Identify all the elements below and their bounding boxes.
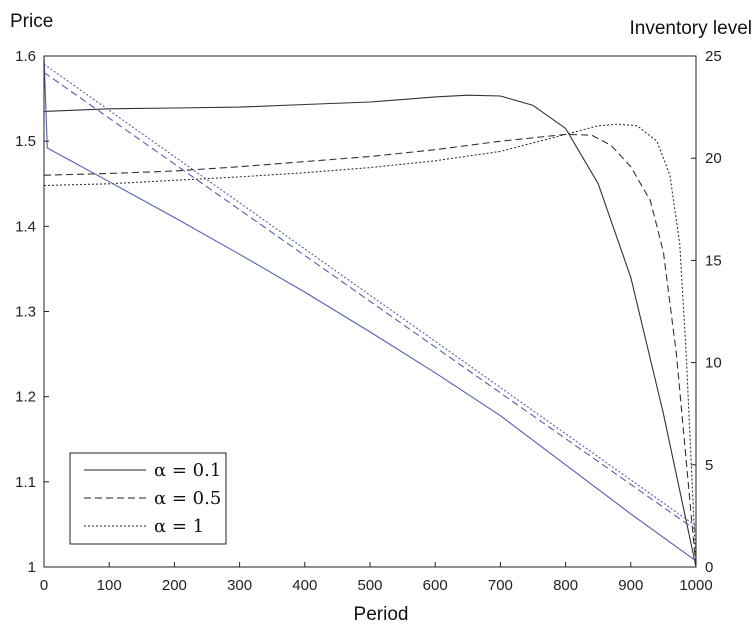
x-tick-label: 0	[40, 577, 48, 594]
price-line-2	[43, 133, 697, 568]
x-tick-label: 100	[97, 577, 122, 594]
legend-label-3: α = 1	[154, 516, 204, 537]
y-right-axis-title: Inventory level	[629, 18, 752, 39]
y-left-tick-label: 1.1	[15, 474, 36, 491]
x-axis-title: Period	[354, 604, 409, 625]
y-left-tick-label: 1.4	[15, 218, 36, 235]
x-tick-label: 800	[553, 577, 578, 594]
y-left-tick-label: 1.5	[15, 133, 36, 150]
price-line-3	[43, 123, 697, 568]
x-tick-label: 1000	[679, 577, 712, 594]
x-tick-label: 600	[423, 577, 448, 594]
x-tick-label: 700	[488, 577, 513, 594]
plot-area	[43, 55, 697, 568]
y-right-tick-label: 5	[705, 457, 713, 474]
y-right-tick-label: 20	[705, 150, 722, 167]
legend: α = 0.1 α = 0.5 α = 1	[69, 452, 227, 545]
x-tick-label: 500	[357, 577, 382, 594]
y-left-tick-label: 1	[28, 559, 36, 576]
legend-label-1: α = 0.1	[154, 460, 221, 481]
inventory-line-1	[43, 55, 697, 562]
y-left-tick-label: 1.3	[15, 304, 36, 321]
y-right-tick-label: 10	[705, 355, 722, 372]
inventory-line-2	[43, 71, 697, 531]
x-tick-label: 400	[292, 577, 317, 594]
axes: 0 100 200 300 400 500 600 700 800 900 100011.11.21…	[15, 48, 722, 594]
y-right-tick-label: 15	[705, 252, 722, 269]
y-right-tick-label: 25	[705, 48, 722, 65]
price-line-1	[43, 94, 697, 568]
x-tick-label: 300	[227, 577, 252, 594]
y-left-tick-label: 1.6	[15, 48, 36, 65]
x-tick-label: 200	[162, 577, 187, 594]
x-tick-label: 900	[618, 577, 643, 594]
y-left-axis-title: Price	[10, 11, 53, 32]
legend-label-2: α = 0.5	[154, 488, 221, 509]
y-right-tick-label: 0	[705, 559, 713, 576]
y-left-tick-label: 1.2	[15, 389, 36, 406]
inventory-line-3	[43, 63, 697, 527]
